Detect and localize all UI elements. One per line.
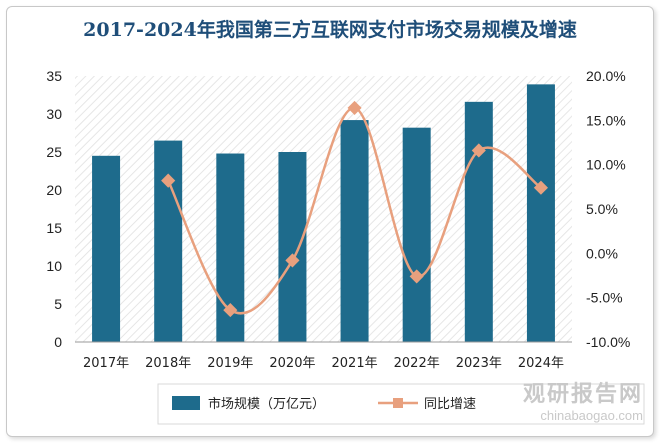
left-y-axis: 0 5 10 15 20 25 30 35 <box>46 68 62 350</box>
right-y-axis: -10.0% -5.0% 0.0% 5.0% 10.0% 15.0% 20.0% <box>586 68 630 350</box>
left-tick-label: 30 <box>46 106 62 122</box>
left-tick-label: 10 <box>46 258 62 274</box>
watermark-url: chinabaogao.com <box>540 408 643 423</box>
x-tick-label: 2018年 <box>145 356 191 371</box>
x-tick-label: 2021年 <box>332 356 378 371</box>
bar <box>402 127 431 343</box>
x-tick-label: 2019年 <box>207 356 253 371</box>
right-tick-label: 15.0% <box>586 112 626 128</box>
left-tick-label: 25 <box>46 144 62 160</box>
right-tick-label: 0.0% <box>586 245 618 261</box>
left-tick-label: 15 <box>46 220 62 236</box>
growth-point <box>409 269 424 284</box>
watermark-logo: 观研报告网 <box>522 382 643 407</box>
legend-marker <box>393 398 403 408</box>
bar <box>526 84 555 343</box>
left-tick-label: 20 <box>46 182 62 198</box>
growth-point <box>161 173 176 188</box>
left-tick-label: 0 <box>54 334 62 350</box>
growth-point <box>533 180 549 195</box>
left-tick-label: 5 <box>54 296 62 312</box>
bar <box>278 152 307 342</box>
plot-area <box>75 76 572 342</box>
growth-point <box>347 100 362 115</box>
x-tick-label: 2023年 <box>456 356 502 371</box>
growth-point <box>471 143 486 158</box>
bar <box>340 120 369 342</box>
legend-label-bar: 市场规模（万亿元） <box>208 396 325 412</box>
x-tick-label: 2020年 <box>269 356 315 371</box>
legend-label-line: 同比增速 <box>424 397 476 412</box>
x-tick-label: 2024年 <box>518 356 564 371</box>
growth-point <box>223 303 238 318</box>
right-tick-label: 10.0% <box>586 157 626 173</box>
bar <box>154 140 183 342</box>
watermark: 观研报告网 chinabaogao.com <box>523 376 643 423</box>
legend: 市场规模（万亿元） 同比增速 <box>157 383 645 425</box>
right-tick-label: 20.0% <box>586 68 626 84</box>
legend-swatch-bar <box>172 396 200 410</box>
right-tick-label: -5.0% <box>586 290 623 306</box>
right-tick-label: -10.0% <box>586 334 630 350</box>
line-series <box>161 100 549 318</box>
x-axis: 2017年 2018年 2019年 2020年 2021年 2022年 2023年 2024年 <box>83 356 564 371</box>
left-tick-label: 35 <box>46 68 62 84</box>
x-tick-label: 2017年 <box>83 356 129 371</box>
growth-point <box>285 253 300 268</box>
right-tick-label: 5.0% <box>586 201 618 217</box>
bar-series <box>92 84 555 343</box>
x-tick-label: 2022年 <box>394 356 440 371</box>
chart-title: 2017-2024年我国第三方互联网支付市场交易规模及增速 <box>83 19 577 41</box>
bar <box>464 101 493 342</box>
bar <box>92 155 121 342</box>
